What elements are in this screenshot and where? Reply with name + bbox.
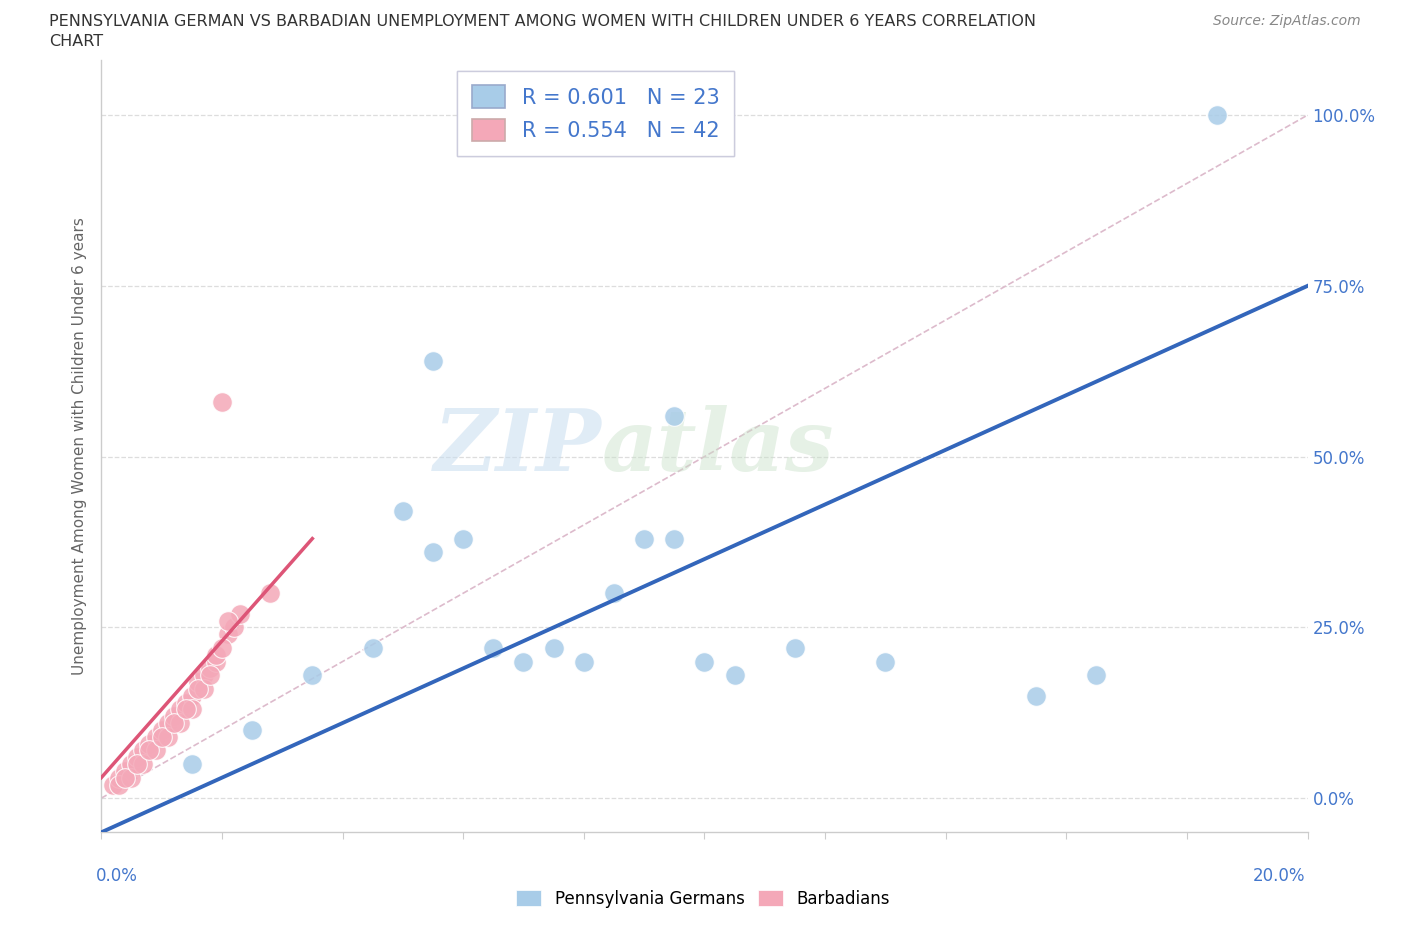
Point <box>217 627 239 642</box>
Point <box>180 702 202 717</box>
Point <box>174 702 197 717</box>
Point <box>180 757 202 772</box>
Legend: Pennsylvania Germans, Barbadians: Pennsylvania Germans, Barbadians <box>509 883 897 914</box>
Point <box>875 654 897 669</box>
Point <box>198 661 221 676</box>
Point <box>217 613 239 628</box>
Point <box>193 682 215 697</box>
Point <box>103 777 125 792</box>
Point <box>1085 668 1108 683</box>
Point <box>229 606 252 621</box>
Point <box>174 695 197 710</box>
Point <box>1025 688 1047 703</box>
Point <box>198 668 221 683</box>
Point <box>422 353 444 368</box>
Text: 20.0%: 20.0% <box>1253 867 1305 884</box>
Point <box>114 764 136 778</box>
Text: PENNSYLVANIA GERMAN VS BARBADIAN UNEMPLOYMENT AMONG WOMEN WITH CHILDREN UNDER 6 : PENNSYLVANIA GERMAN VS BARBADIAN UNEMPLO… <box>49 14 1036 29</box>
Point <box>205 654 228 669</box>
Point <box>120 757 142 772</box>
Text: atlas: atlas <box>602 405 834 488</box>
Point <box>108 777 131 792</box>
Point <box>222 620 245 635</box>
Point <box>392 504 415 519</box>
Point <box>211 394 233 409</box>
Point <box>693 654 716 669</box>
Point <box>187 682 209 697</box>
Point <box>422 545 444 560</box>
Point <box>211 641 233 656</box>
Point <box>482 641 505 656</box>
Y-axis label: Unemployment Among Women with Children Under 6 years: Unemployment Among Women with Children U… <box>72 218 87 675</box>
Point <box>193 668 215 683</box>
Point <box>162 709 184 724</box>
Point <box>180 688 202 703</box>
Point <box>108 770 131 785</box>
Point <box>138 743 160 758</box>
Point <box>156 729 179 744</box>
Point <box>132 757 155 772</box>
Point <box>120 770 142 785</box>
Text: ZIP: ZIP <box>434 405 602 488</box>
Point <box>603 586 626 601</box>
Point <box>205 647 228 662</box>
Point <box>145 729 167 744</box>
Point <box>1206 108 1229 123</box>
Point <box>572 654 595 669</box>
Point <box>723 668 745 683</box>
Point <box>162 715 184 730</box>
Text: 0.0%: 0.0% <box>96 867 138 884</box>
Point <box>633 531 655 546</box>
Point <box>512 654 534 669</box>
Point <box>301 668 323 683</box>
Point <box>451 531 474 546</box>
Point <box>361 641 384 656</box>
Point <box>664 408 686 423</box>
Point <box>150 723 173 737</box>
Point <box>156 715 179 730</box>
Point <box>132 743 155 758</box>
Point <box>259 586 281 601</box>
Point <box>145 743 167 758</box>
Point <box>150 729 173 744</box>
Point <box>127 750 149 764</box>
Legend: R = 0.601   N = 23, R = 0.554   N = 42: R = 0.601 N = 23, R = 0.554 N = 42 <box>457 71 734 156</box>
Point <box>543 641 565 656</box>
Point <box>169 702 191 717</box>
Point <box>240 723 263 737</box>
Point <box>187 674 209 689</box>
Point <box>783 641 806 656</box>
Text: CHART: CHART <box>49 34 103 49</box>
Point <box>127 757 149 772</box>
Point <box>114 770 136 785</box>
Text: Source: ZipAtlas.com: Source: ZipAtlas.com <box>1213 14 1361 28</box>
Point <box>664 531 686 546</box>
Point <box>169 715 191 730</box>
Point <box>138 737 160 751</box>
